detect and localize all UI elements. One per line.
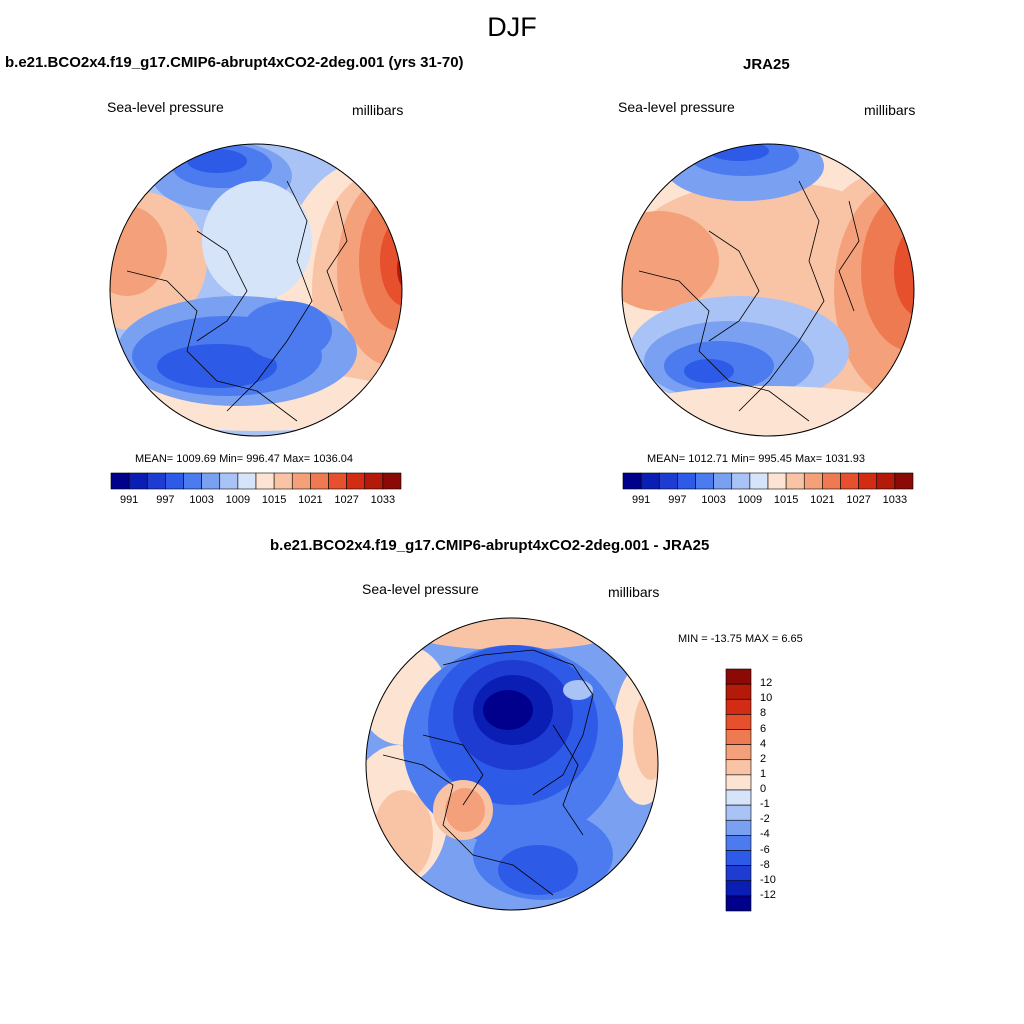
colorbar-tick-label: -10 <box>760 873 776 886</box>
colorbar-tick-label: 6 <box>760 722 767 735</box>
colorbar-swatch <box>382 472 402 490</box>
colorbar-swatch <box>731 472 751 490</box>
stats-diff: MIN = -13.75 MAX = 6.65 <box>678 633 803 645</box>
colorbar-tick-label: -2 <box>760 813 770 826</box>
colorbar-swatch <box>749 472 769 490</box>
colorbar-swatch <box>658 472 678 490</box>
colorbar-swatch <box>725 804 752 821</box>
colorbar-swatch <box>695 472 714 490</box>
colorbar-swatch <box>622 472 642 490</box>
colorbar-tick-label: 1009 <box>225 494 251 506</box>
colorbar-swatch <box>273 472 293 490</box>
colorbar-tick-label: 2 <box>760 752 767 765</box>
panel-title-obs: JRA25 <box>743 56 790 73</box>
field-label-model: Sea-level pressure <box>107 99 224 115</box>
colorbar-swatch <box>725 895 752 912</box>
colorbar-swatch <box>201 472 221 490</box>
colorbar-swatch <box>725 774 752 791</box>
colorbar-tick-label: 1033 <box>370 494 396 506</box>
colorbar-tick-label: 1009 <box>737 494 763 506</box>
colorbar-tick-label: 1015 <box>261 494 287 506</box>
units-label-model: millibars <box>352 102 404 118</box>
colorbar-swatch <box>725 819 752 836</box>
colorbar-swatch <box>364 472 384 490</box>
colorbar-swatch <box>310 472 329 490</box>
colorbar-tick-label: 997 <box>156 494 175 506</box>
colorbar-tick-label: 10 <box>760 692 773 705</box>
colorbar-swatch <box>894 472 914 490</box>
polar-map-obs <box>621 143 915 437</box>
colorbar-tick-label: 991 <box>631 494 651 506</box>
colorbar-swatch <box>237 472 257 490</box>
colorbar-swatch <box>725 880 752 897</box>
colorbar-swatch <box>725 683 752 700</box>
colorbar-swatch <box>255 472 275 490</box>
colorbar-tick-label: 4 <box>760 737 767 750</box>
polar-map-diff <box>365 617 659 911</box>
colorbar-swatch <box>725 698 752 715</box>
units-label-obs: millibars <box>864 102 916 118</box>
colorbar-swatch <box>640 472 660 490</box>
colorbar-swatch <box>876 472 896 490</box>
panel-title-model: b.e21.BCO2x4.f19_g17.CMIP6-abrupt4xCO2-2… <box>5 54 464 71</box>
colorbar-tick-label: 1 <box>760 767 767 780</box>
stats-obs: MEAN= 1012.71 Min= 995.45 Max= 1031.93 <box>647 453 866 465</box>
colorbar-swatch <box>165 472 184 490</box>
colorbar-swatch <box>725 714 752 730</box>
field-label-obs: Sea-level pressure <box>618 99 735 115</box>
colorbar-tick-label: 991 <box>119 494 139 506</box>
colorbar-swatch <box>128 472 148 490</box>
colorbar-swatch <box>822 472 841 490</box>
colorbar-swatch <box>858 472 878 490</box>
stats-model: MEAN= 1009.69 Min= 996.47 Max= 1036.04 <box>135 453 354 465</box>
colorbar-swatch <box>803 472 823 490</box>
colorbar-swatch <box>328 472 347 490</box>
colorbar-model <box>110 472 402 490</box>
colorbar-swatch <box>346 472 366 490</box>
colorbar-swatch <box>713 472 733 490</box>
colorbar-swatch <box>725 850 752 866</box>
main-title: DJF <box>487 12 537 42</box>
colorbar-tick-label: 8 <box>760 707 767 720</box>
colorbar-tick-label: 1027 <box>846 494 871 506</box>
field-label-diff: Sea-level pressure <box>362 581 479 597</box>
panel-title-diff: b.e21.BCO2x4.f19_g17.CMIP6-abrupt4xCO2-2… <box>270 537 710 554</box>
colorbar-swatch <box>785 472 805 490</box>
colorbar-swatch <box>219 472 239 490</box>
colorbar-tick-label: 1003 <box>701 494 726 506</box>
colorbar-tick-label: 997 <box>668 494 687 506</box>
colorbar-swatch <box>725 759 752 776</box>
colorbar-swatch <box>677 472 696 490</box>
colorbar-swatch <box>725 744 752 761</box>
colorbar-tick-label: 1021 <box>810 494 835 506</box>
colorbar-swatch <box>183 472 202 490</box>
colorbar-swatch <box>110 472 130 490</box>
colorbar-obs <box>622 472 914 490</box>
colorbar-swatch <box>725 789 752 806</box>
colorbar-swatch <box>725 835 752 851</box>
colorbar-diff <box>725 668 752 912</box>
colorbar-tick-label: 1033 <box>882 494 908 506</box>
colorbar-swatch <box>725 865 752 882</box>
colorbar-tick-label: 1021 <box>298 494 323 506</box>
colorbar-swatch <box>725 668 752 685</box>
colorbar-swatch <box>291 472 311 490</box>
colorbar-tick-label: 1003 <box>189 494 214 506</box>
colorbar-tick-label: -4 <box>760 828 770 841</box>
colorbar-tick-label: -1 <box>760 798 770 811</box>
colorbar-swatch <box>840 472 859 490</box>
colorbar-tick-label: -8 <box>760 858 770 871</box>
colorbar-swatch <box>767 472 787 490</box>
colorbar-tick-label: -6 <box>760 843 770 856</box>
colorbar-tick-label: 12 <box>760 677 773 690</box>
colorbar-tick-label: 0 <box>760 783 767 795</box>
polar-map-model <box>109 143 403 437</box>
colorbar-swatch <box>146 472 166 490</box>
colorbar-swatch <box>725 729 752 745</box>
units-label-diff: millibars <box>608 584 660 600</box>
colorbar-tick-label: 1015 <box>773 494 799 506</box>
colorbar-tick-label: -12 <box>760 888 776 901</box>
colorbar-tick-label: 1027 <box>334 494 359 506</box>
